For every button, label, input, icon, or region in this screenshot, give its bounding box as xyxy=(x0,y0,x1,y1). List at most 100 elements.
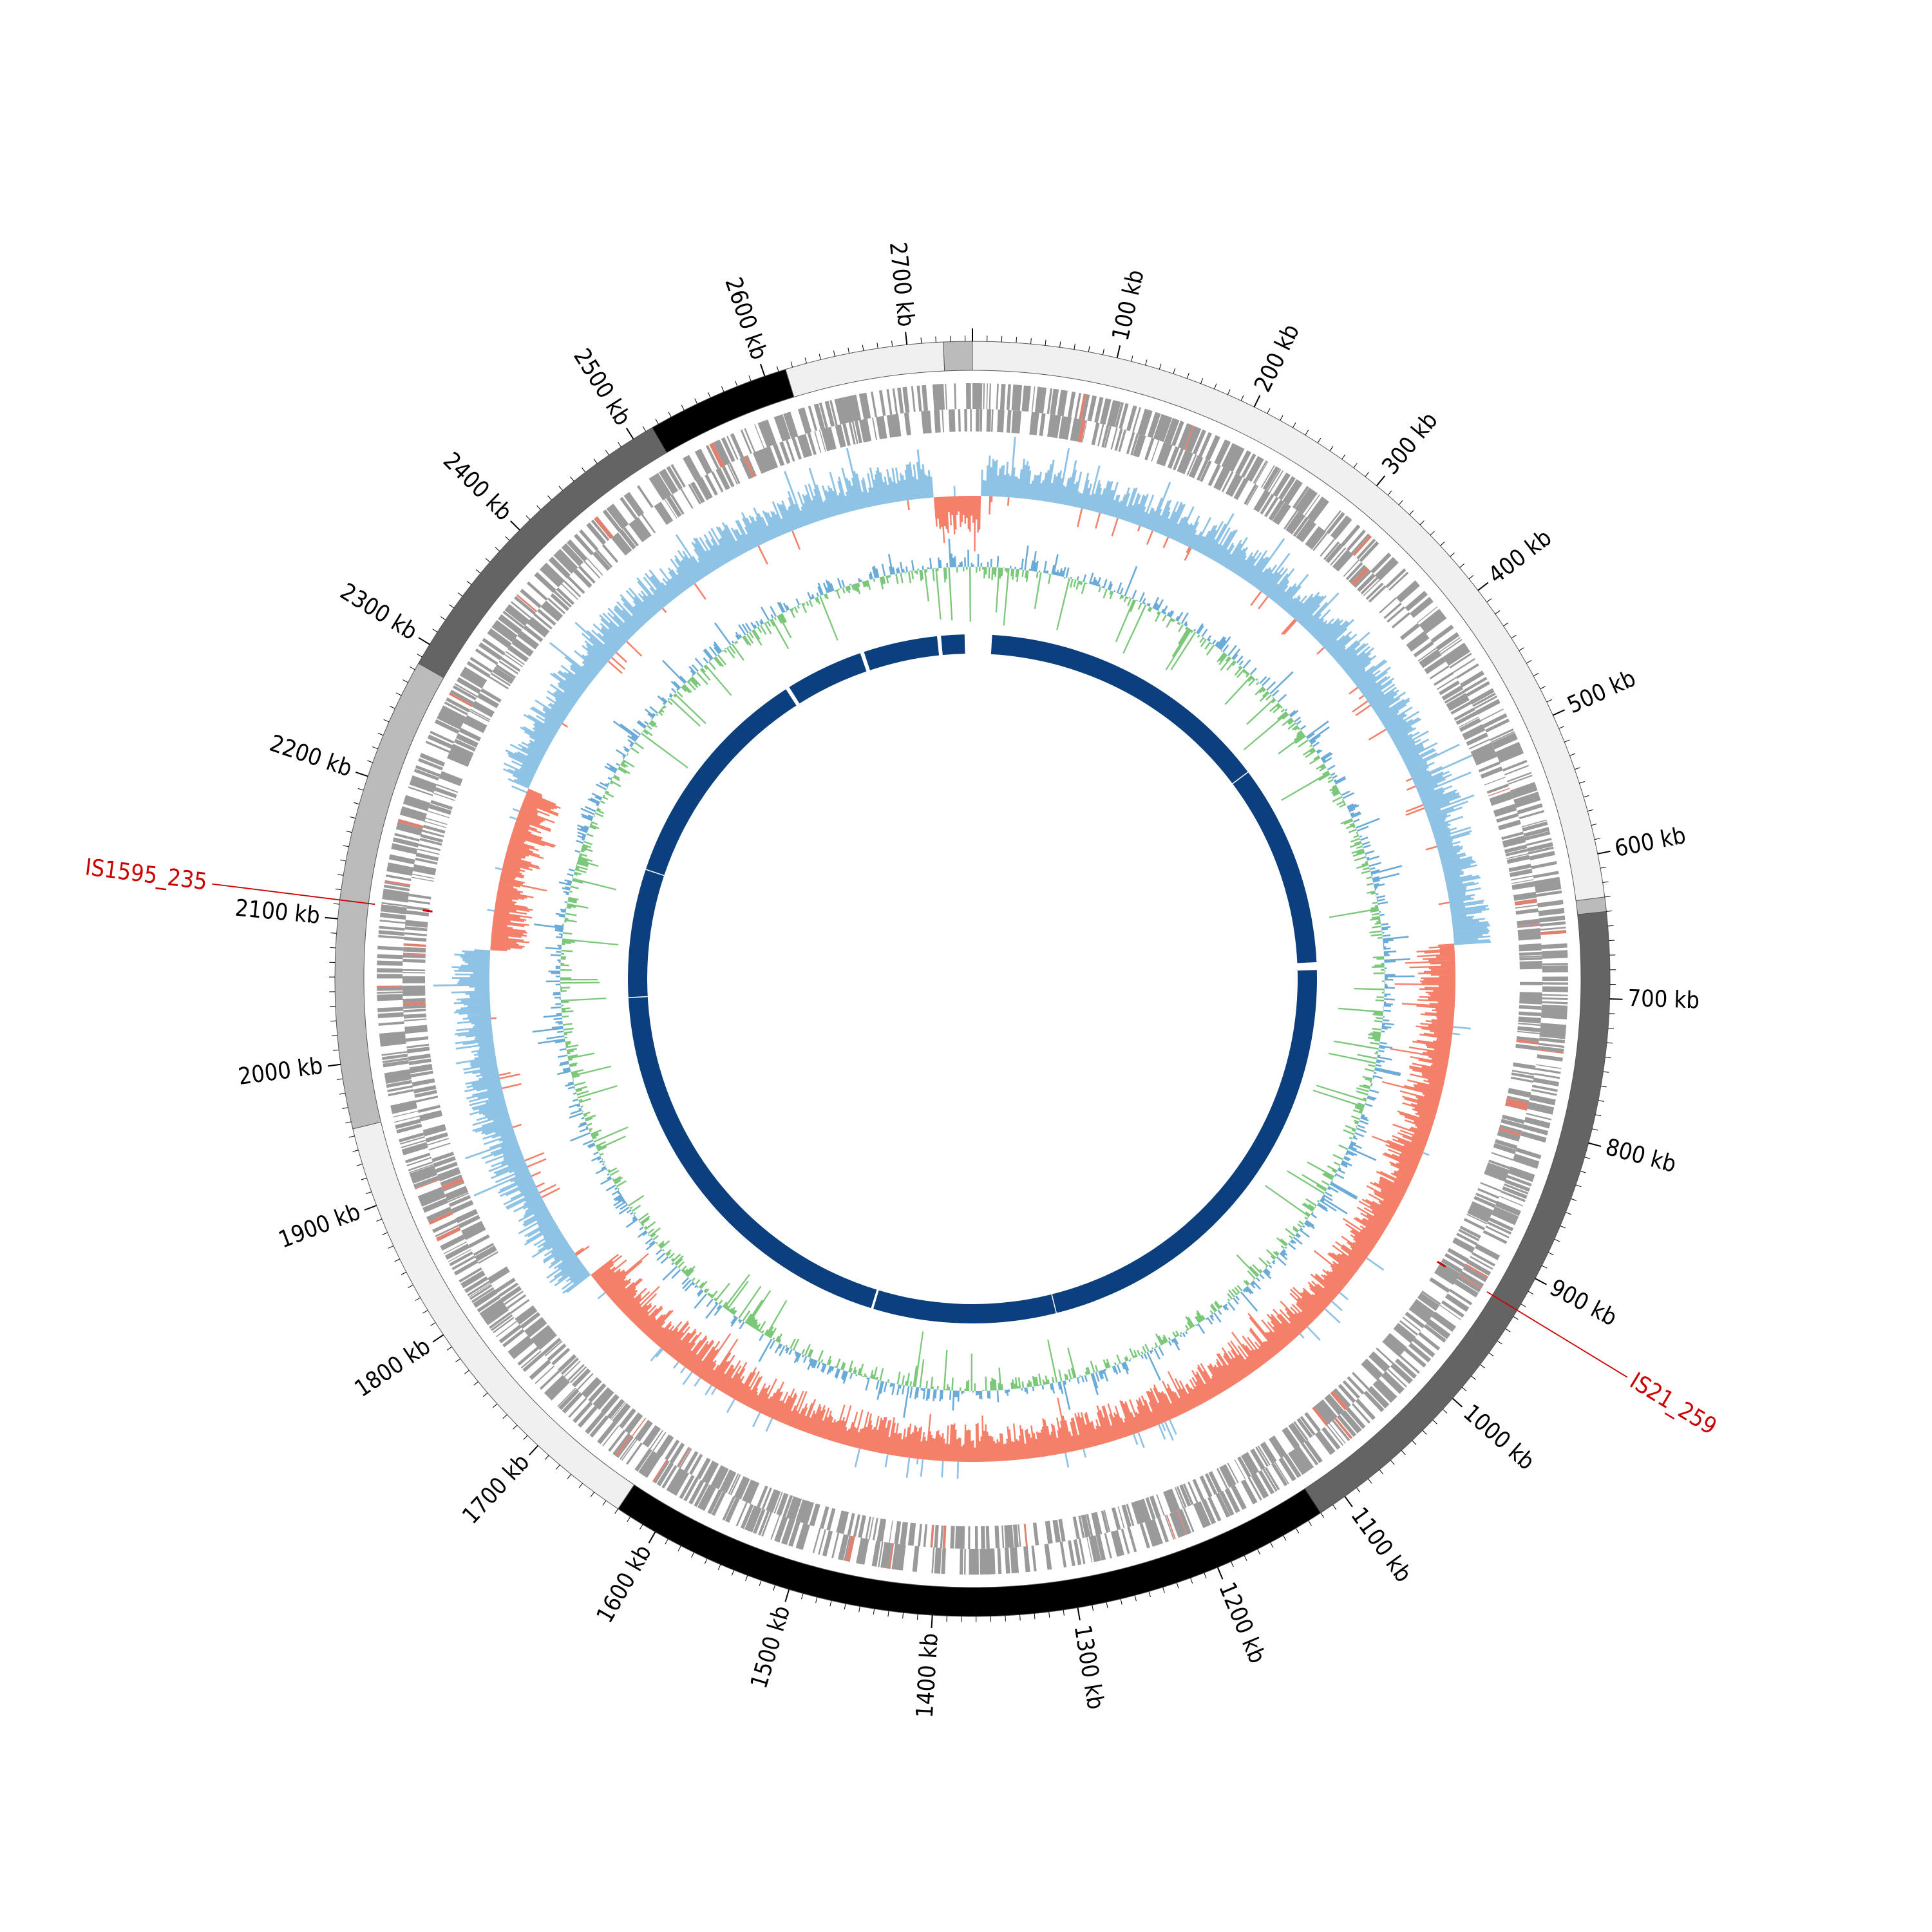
gc-content-below xyxy=(560,567,1385,1392)
major-tick xyxy=(1588,1142,1602,1147)
minor-tick xyxy=(1591,823,1597,826)
minor-tick xyxy=(1317,437,1321,443)
minor-tick xyxy=(1244,1555,1247,1561)
minor-tick xyxy=(1422,1430,1427,1435)
minor-tick xyxy=(1186,373,1189,379)
major-tick xyxy=(364,1204,377,1211)
minor-tick xyxy=(1270,1542,1274,1548)
minor-tick xyxy=(432,629,438,632)
minor-tick xyxy=(475,569,481,574)
minor-tick xyxy=(1379,1469,1384,1475)
minor-tick xyxy=(513,1425,518,1430)
inner-blocks-ring xyxy=(627,634,1317,1324)
major-tick xyxy=(432,1334,444,1343)
minor-tick xyxy=(1520,1303,1526,1307)
minor-tick xyxy=(1131,355,1133,362)
tick-label-2600: 2600 kb xyxy=(719,274,772,363)
minor-tick xyxy=(485,558,491,563)
minor-tick xyxy=(383,719,390,723)
minor-tick xyxy=(1401,1450,1406,1455)
minor-tick xyxy=(1409,510,1414,515)
minor-tick xyxy=(887,1611,889,1617)
major-tick xyxy=(327,1063,341,1067)
tick-label-1300: 1300 kb xyxy=(1068,1623,1108,1711)
minor-tick xyxy=(1443,1408,1448,1414)
minor-tick xyxy=(377,732,384,736)
minor-tick xyxy=(920,337,922,344)
minor-tick xyxy=(357,788,364,791)
minor-tick xyxy=(330,933,337,934)
minor-tick xyxy=(691,1552,694,1558)
minor-tick xyxy=(1513,1316,1519,1320)
tick-label-2500: 2500 kb xyxy=(568,344,636,430)
minor-tick xyxy=(1159,363,1162,370)
minor-tick xyxy=(1162,1587,1165,1593)
minor-tick xyxy=(345,1121,352,1124)
minor-tick xyxy=(372,746,378,750)
minor-tick xyxy=(1368,1478,1372,1484)
inner-block-4 xyxy=(789,653,867,704)
minor-tick xyxy=(367,760,373,763)
major-tick xyxy=(1253,395,1261,408)
minor-tick xyxy=(1468,574,1474,580)
minor-tick xyxy=(1480,1364,1485,1368)
minor-tick xyxy=(1471,1376,1476,1380)
minor-tick xyxy=(721,386,724,392)
tick-label-200: 200 kb xyxy=(1249,320,1305,396)
minor-tick xyxy=(348,1135,355,1138)
minor-tick xyxy=(1528,1291,1534,1295)
minor-tick xyxy=(582,467,586,473)
minor-tick xyxy=(815,1597,818,1604)
is-label-is1595_235: IS1595_235 xyxy=(84,854,209,895)
minor-tick xyxy=(382,1232,388,1235)
minor-tick xyxy=(618,442,621,448)
minor-tick xyxy=(339,1092,346,1095)
minor-tick xyxy=(1540,686,1546,690)
minor-tick xyxy=(665,1539,668,1544)
is-leader-line xyxy=(1486,1291,1628,1378)
minor-tick xyxy=(1594,838,1600,840)
minor-tick xyxy=(655,419,659,424)
minor-tick xyxy=(1176,1582,1179,1589)
minor-tick xyxy=(1575,1184,1582,1188)
minor-tick xyxy=(395,692,402,696)
minor-tick xyxy=(1295,1528,1300,1534)
inner-block-gap xyxy=(1051,1294,1057,1314)
minor-tick xyxy=(627,1517,631,1522)
minor-tick xyxy=(449,604,455,609)
minor-tick xyxy=(1595,1114,1602,1117)
minor-tick xyxy=(844,1604,846,1610)
minor-tick xyxy=(858,1606,860,1613)
minor-tick xyxy=(457,592,463,597)
minor-tick xyxy=(668,412,672,417)
minor-tick xyxy=(862,345,864,351)
minor-tick xyxy=(495,547,500,552)
minor-tick xyxy=(1432,1419,1437,1425)
major-tick xyxy=(625,428,634,440)
minor-tick xyxy=(614,1508,619,1514)
minor-tick xyxy=(1430,531,1435,536)
minor-tick xyxy=(1120,1598,1122,1605)
major-tick xyxy=(1597,850,1611,855)
minor-tick xyxy=(556,1464,560,1470)
inner-block-6 xyxy=(941,634,965,656)
minor-tick xyxy=(1398,500,1403,506)
tick-label-1900: 1900 kb xyxy=(275,1198,364,1253)
minor-tick xyxy=(1503,622,1509,627)
major-tick xyxy=(1116,345,1121,359)
minor-tick xyxy=(502,1414,507,1419)
tick-label-600: 600 kb xyxy=(1613,822,1688,862)
major-tick xyxy=(759,363,766,377)
major-tick xyxy=(1477,582,1489,591)
minor-tick xyxy=(1571,1198,1577,1201)
minor-tick xyxy=(1533,673,1539,677)
minor-tick xyxy=(1580,1170,1586,1173)
major-tick xyxy=(784,1589,790,1602)
tick-label-2200: 2200 kb xyxy=(266,730,355,782)
minor-tick xyxy=(526,515,531,520)
minor-tick xyxy=(1569,753,1575,756)
minor-tick xyxy=(473,1381,478,1386)
minor-tick xyxy=(558,486,564,491)
minor-tick xyxy=(1045,339,1046,346)
tick-label-1100: 1100 kb xyxy=(1345,1502,1416,1587)
